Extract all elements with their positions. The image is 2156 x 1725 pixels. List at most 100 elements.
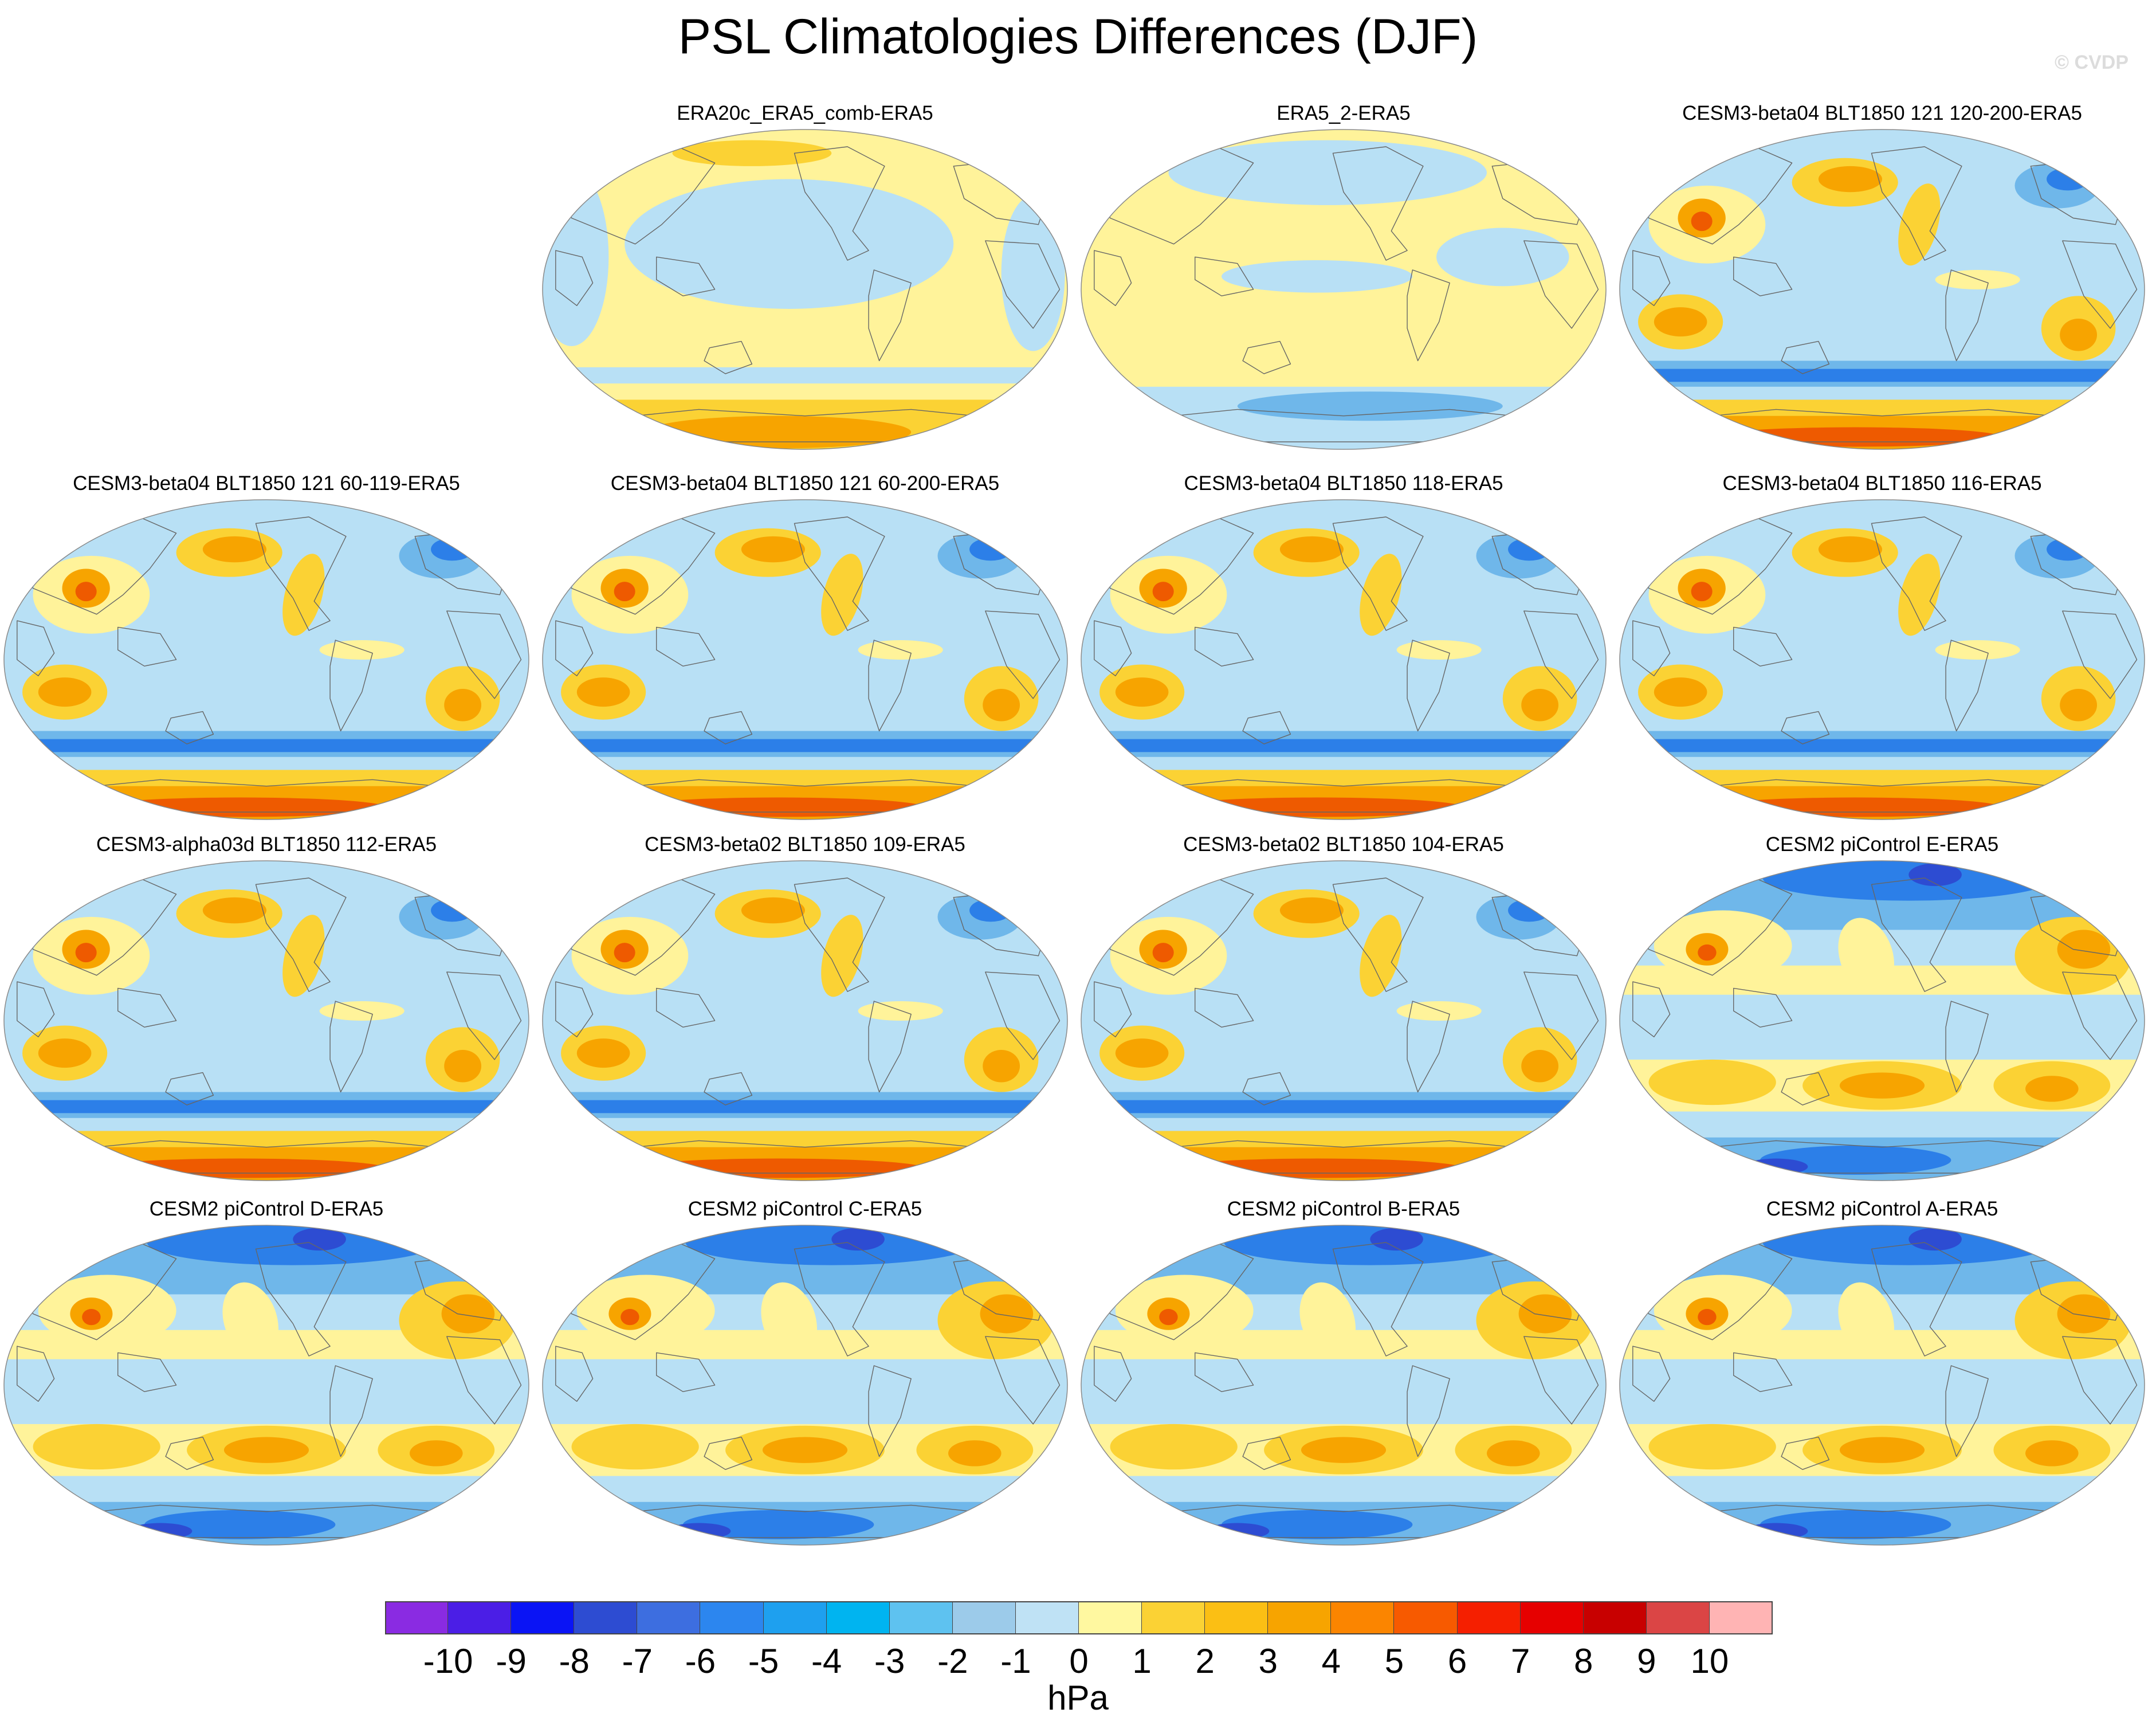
psl-difference-map	[1081, 129, 1607, 450]
pressure-anomaly	[1521, 688, 1559, 722]
coastline	[704, 340, 753, 374]
coastline	[2062, 971, 2138, 1060]
map-fill	[4, 861, 529, 1181]
colorbar-tick-label: 8	[1574, 1642, 1593, 1680]
pressure-anomaly	[555, 523, 609, 550]
pressure-anomaly	[1691, 211, 1713, 232]
coastline	[17, 1346, 55, 1402]
coastline	[2062, 610, 2138, 699]
pressure-anomaly	[1632, 153, 1686, 179]
coastline	[704, 1072, 753, 1105]
coastline	[1332, 1242, 1424, 1357]
pressure-anomaly	[614, 943, 635, 963]
pressure-anomaly	[144, 1510, 336, 1539]
pressure-anomaly	[223, 1437, 309, 1463]
psl-difference-map	[3, 860, 529, 1181]
pressure-anomaly	[2060, 688, 2098, 722]
coastline	[1523, 971, 1599, 1060]
coastline	[1632, 620, 1671, 676]
colorbar-swatch	[952, 1601, 1016, 1634]
map-fill	[1620, 130, 2145, 449]
pressure-anomaly	[1370, 1228, 1423, 1251]
colorbar-tick-label: -2	[937, 1642, 968, 1680]
pressure-anomaly	[1710, 427, 2002, 447]
pressure-anomaly	[672, 140, 832, 166]
pressure-anomaly	[202, 897, 266, 924]
colorbar-tick-label: -9	[496, 1642, 527, 1680]
pressure-anomaly	[576, 1038, 630, 1068]
pressure-anomaly	[1698, 944, 1717, 961]
coastline	[255, 516, 347, 631]
coastline	[868, 1365, 912, 1457]
pressure-anomaly	[1935, 270, 2020, 289]
pressure-anomaly	[741, 536, 805, 563]
coastline	[555, 981, 594, 1037]
colorbar-swatch	[1142, 1601, 1205, 1634]
coastline	[1141, 1140, 1546, 1174]
pressure-anomaly	[319, 640, 405, 660]
pressure-anomaly	[1818, 166, 1882, 193]
map-fill	[1081, 500, 1606, 820]
colorbar-swatch	[574, 1601, 638, 1634]
pressure-anomaly	[1691, 582, 1713, 602]
map-fill	[543, 500, 1067, 820]
coastline	[555, 1346, 594, 1402]
pressure-anomaly	[571, 1424, 699, 1470]
map-fill	[1081, 130, 1606, 449]
map-border	[3, 860, 529, 1181]
coastline	[1945, 1001, 1989, 1093]
map-panel: CESM2 piControl D-ERA5	[0, 1197, 533, 1563]
colorbar-tick-label: 0	[1069, 1642, 1089, 1680]
pressure-anomaly	[683, 1510, 874, 1539]
pressure-anomaly	[633, 1158, 925, 1178]
zonal-band	[1081, 739, 1606, 752]
pressure-anomaly	[2025, 1440, 2079, 1467]
pressure-anomaly	[1115, 1038, 1169, 1068]
coastline	[555, 250, 594, 306]
pressure-anomaly	[621, 1308, 639, 1326]
pressure-anomaly	[1908, 863, 1962, 887]
coastline	[1781, 1436, 1830, 1470]
coastline	[1781, 1072, 1830, 1105]
coastline	[1407, 269, 1450, 362]
coastline	[64, 1140, 469, 1174]
map-fill	[4, 1225, 529, 1545]
psl-difference-map	[1619, 1225, 2145, 1546]
colorbar-tick-label: 2	[1195, 1642, 1215, 1680]
coastline	[1945, 269, 1989, 362]
coastline	[1407, 1365, 1450, 1457]
pressure-anomaly	[17, 523, 70, 550]
map-panel: CESM3-beta04 BLT1850 121 60-119-ERA5	[0, 471, 533, 838]
coastline	[603, 1140, 1007, 1174]
pressure-anomaly	[431, 899, 474, 922]
coastline	[1632, 981, 1671, 1037]
colorbar-tick-label: -6	[685, 1642, 716, 1680]
pressure-anomaly	[82, 1308, 101, 1326]
zonal-band	[4, 739, 529, 752]
pressure-anomaly	[2047, 538, 2090, 561]
coastline	[329, 1365, 373, 1457]
pressure-anomaly	[1360, 554, 1402, 636]
coastline	[1094, 250, 1132, 306]
coastline	[1680, 409, 2084, 442]
coastline	[794, 877, 885, 992]
panel-title: CESM3-beta04 BLT1850 121 60-119-ERA5	[73, 472, 460, 495]
coastline	[1242, 1072, 1291, 1105]
coastline	[985, 610, 1061, 699]
pressure-anomaly	[1222, 1510, 1413, 1539]
pressure-anomaly	[1436, 228, 1569, 287]
coastline	[603, 1504, 1007, 1538]
pressure-anomaly	[1648, 1424, 1776, 1470]
colorbar-swatch	[637, 1601, 701, 1634]
psl-difference-map	[1619, 129, 2145, 450]
map-border	[542, 499, 1068, 820]
coastline	[329, 640, 373, 732]
pressure-anomaly	[969, 538, 1012, 561]
psl-difference-map	[542, 860, 1068, 1181]
coastline	[117, 626, 177, 667]
pressure-anomaly	[980, 1294, 1034, 1334]
map-border	[542, 1225, 1068, 1546]
map-border	[1619, 129, 2145, 450]
pressure-anomaly	[1396, 1001, 1482, 1021]
pressure-anomaly	[1299, 1282, 1356, 1358]
